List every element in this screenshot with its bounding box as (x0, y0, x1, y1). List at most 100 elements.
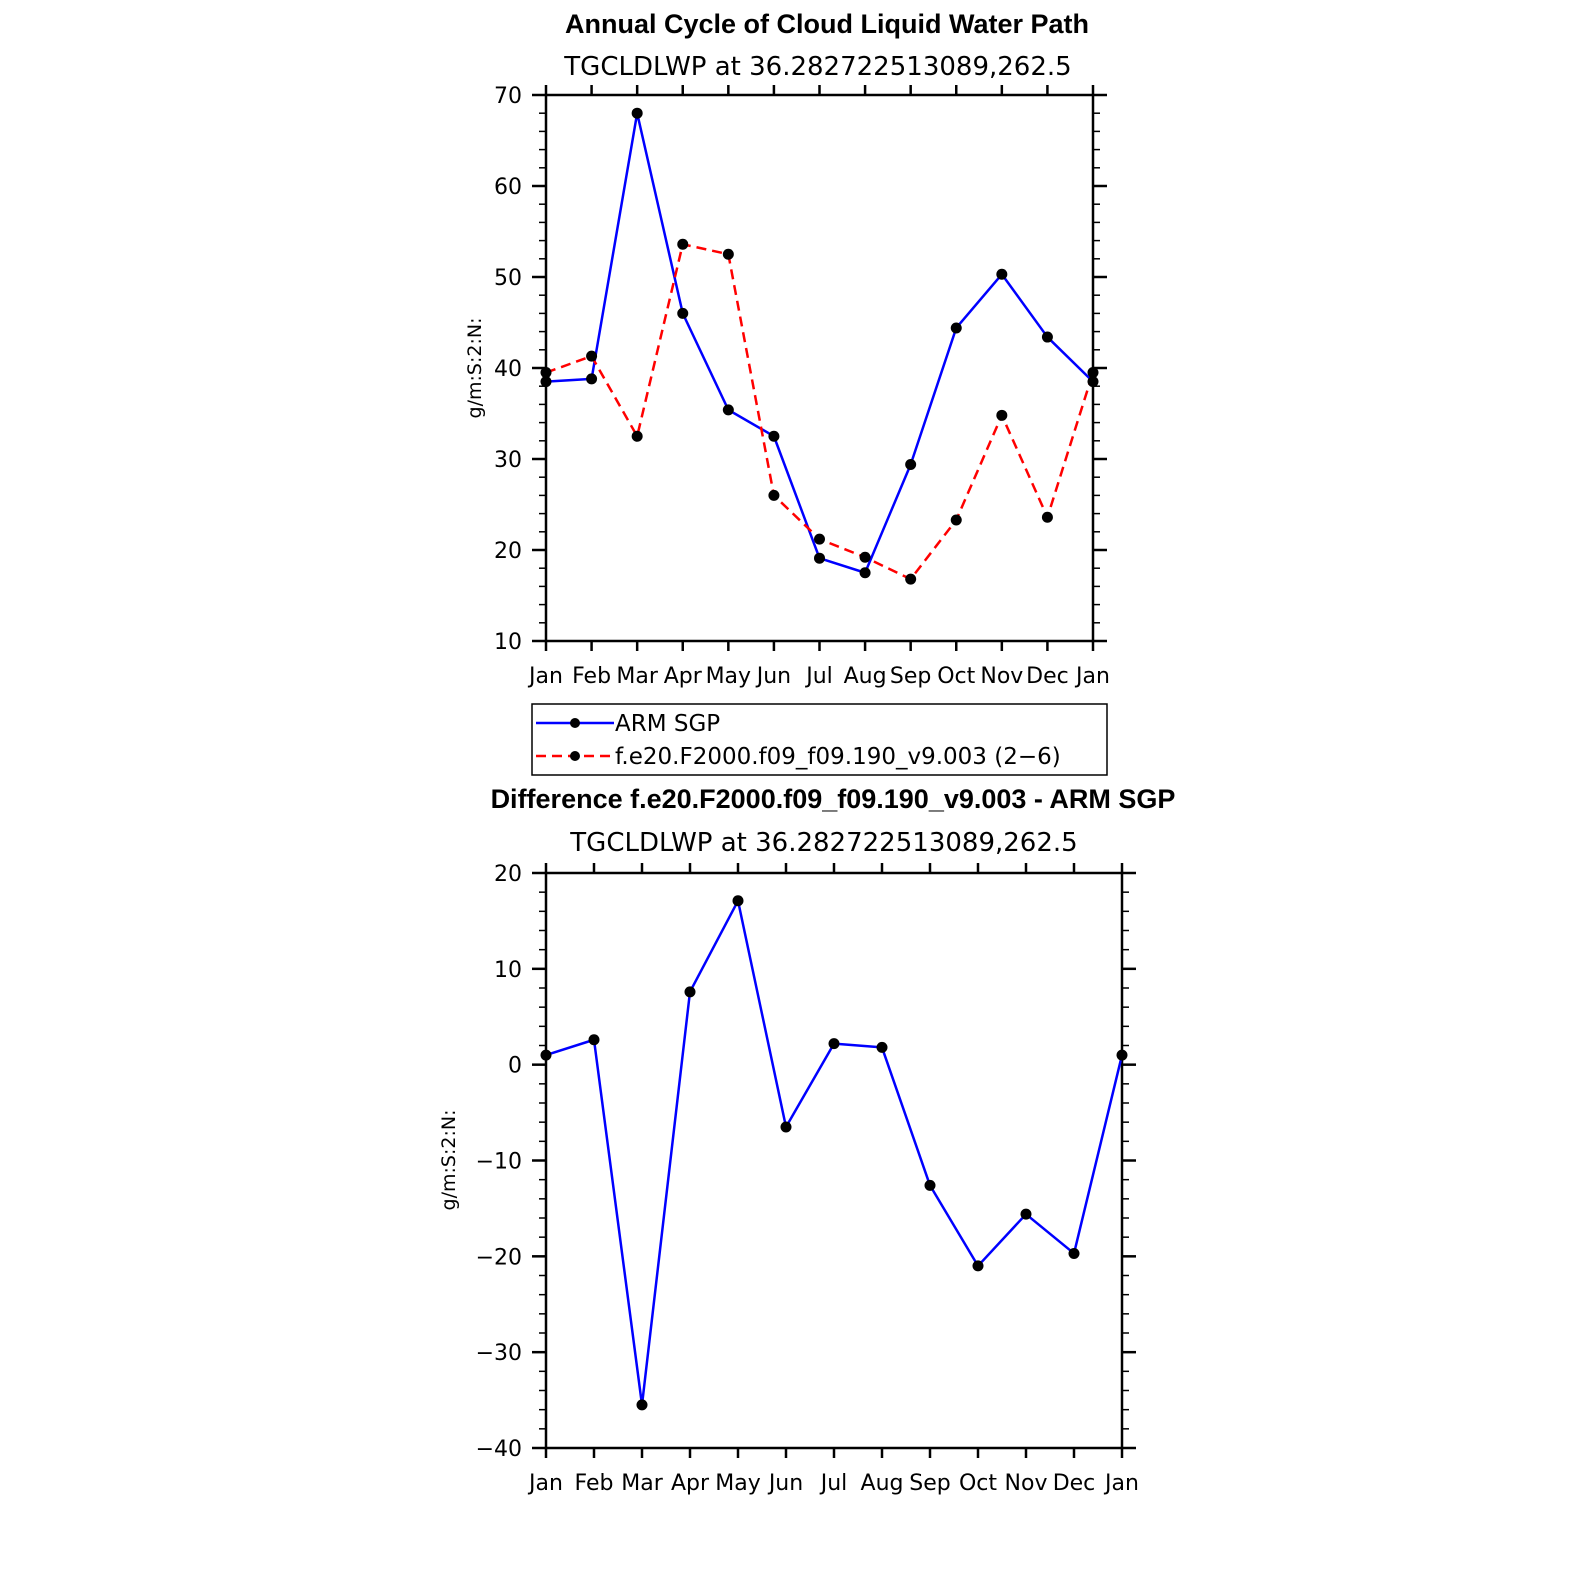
axis-ticks (532, 85, 1107, 651)
data-point (586, 350, 598, 362)
x-tick-label: Jul (819, 1471, 848, 1496)
x-tick-label: Oct (937, 664, 975, 689)
data-point (768, 430, 780, 442)
y-axis-label: g/m:S:2:N: (464, 318, 486, 419)
x-tick-label: Jun (755, 664, 791, 689)
data-point (722, 404, 734, 416)
y-tick-label: −20 (476, 1245, 522, 1270)
x-tick-label: Mar (616, 664, 658, 689)
x-tick-label: May (706, 664, 751, 689)
y-tick-label: 10 (494, 958, 522, 983)
data-point (859, 551, 871, 563)
x-tick-label: Dec (1053, 1471, 1096, 1496)
x-tick-labels: Jan Feb Mar Apr May Jun Jul Aug Sep Oct Nov Dec Jan (527, 1471, 1139, 1496)
y-axis-label: g/m:S:2:N: (438, 1110, 460, 1211)
legend-marker-model (570, 751, 580, 761)
data-point (950, 514, 962, 526)
x-tick-label: Nov (980, 664, 1023, 689)
y-tick-label: −10 (476, 1150, 522, 1175)
x-tick-label: Feb (572, 664, 611, 689)
data-point (828, 1038, 840, 1050)
data-point (1020, 1208, 1032, 1220)
x-tick-label: Aug (861, 1471, 904, 1496)
axis-ticks (532, 863, 1136, 1458)
data-point (876, 1041, 888, 1053)
x-tick-label: Jan (527, 664, 563, 689)
x-tick-label: Feb (575, 1471, 614, 1496)
x-tick-label: Apr (671, 1471, 710, 1496)
data-point (540, 367, 552, 379)
difference-panel: Difference f.e20.F2000.f09_f09.190_v9.00… (438, 784, 1175, 1496)
legend-label-arm-sgp: ARM SGP (615, 711, 720, 737)
y-tick-label: 0 (508, 1054, 522, 1079)
data-point (1041, 331, 1053, 343)
legend-marker-arm-sgp (570, 718, 580, 728)
x-tick-label: Nov (1005, 1471, 1048, 1496)
x-tick-label: Aug (844, 664, 887, 689)
data-point (631, 107, 643, 119)
y-tick-label: 60 (494, 175, 522, 200)
x-tick-label: Dec (1026, 664, 1069, 689)
data-point (1116, 1049, 1128, 1061)
y-tick-label: 50 (494, 266, 522, 291)
x-tick-label: Sep (890, 664, 931, 689)
data-point (677, 307, 689, 319)
x-tick-label: Jan (527, 1471, 563, 1496)
data-point (905, 573, 917, 585)
data-point (780, 1121, 792, 1133)
data-point (859, 567, 871, 579)
data-point (732, 895, 744, 907)
data-point (1041, 511, 1053, 523)
x-tick-label: Jul (804, 664, 833, 689)
x-tick-label: Mar (621, 1471, 663, 1496)
y-tick-label: 40 (494, 357, 522, 382)
data-point (768, 489, 780, 501)
x-tick-label: Jun (767, 1471, 803, 1496)
y-tick-label: −40 (476, 1437, 522, 1462)
data-point (677, 238, 689, 250)
data-point (924, 1179, 936, 1191)
legend-label-model: f.e20.F2000.f09_f09.190_v9.003 (2−6) (615, 744, 1061, 770)
data-point (540, 1049, 552, 1061)
y-tick-label: 20 (494, 862, 522, 887)
y-tick-label: 30 (494, 448, 522, 473)
data-point (588, 1034, 600, 1046)
data-point (814, 533, 825, 545)
annual-cycle-panel: Annual Cycle of Cloud Liquid Water Path … (464, 9, 1110, 689)
data-point (996, 268, 1008, 280)
series-line-1 (545, 242, 1095, 581)
data-point (684, 986, 696, 998)
data-point (1087, 376, 1099, 388)
chart-subtitle: TGCLDLWP at 36.282722513089,262.5 (569, 828, 1077, 858)
chart-title: Difference f.e20.F2000.f09_f09.190_v9.00… (491, 784, 1176, 814)
x-tick-label: Jan (1074, 664, 1110, 689)
chart-title: Annual Cycle of Cloud Liquid Water Path (565, 9, 1089, 39)
x-tick-label: Apr (664, 664, 703, 689)
y-tick-labels: 10 20 30 40 50 60 70 (494, 84, 522, 655)
series-line-0 (545, 899, 1124, 1407)
data-point (1068, 1247, 1080, 1259)
y-tick-label: 10 (494, 630, 522, 655)
data-point (996, 409, 1008, 421)
data-point (950, 322, 962, 334)
x-tick-label: May (715, 1471, 760, 1496)
series-group (540, 107, 1099, 585)
plot-frame (544, 871, 1124, 1450)
x-tick-label: Jan (1103, 1471, 1139, 1496)
series-line-0 (545, 111, 1094, 574)
data-point (905, 458, 917, 470)
y-tick-label: −30 (476, 1341, 522, 1366)
x-tick-labels: Jan Feb Mar Apr May Jun Jul Aug Sep Oct Nov Dec Jan (527, 664, 1110, 689)
data-point (540, 376, 552, 388)
y-tick-label: 20 (494, 539, 522, 564)
chart-subtitle: TGCLDLWP at 36.282722513089,262.5 (563, 52, 1071, 82)
data-point (972, 1260, 984, 1272)
series-group (540, 895, 1128, 1411)
y-tick-labels: −40 −30 −20 −10 0 10 20 (476, 862, 522, 1462)
data-point (586, 373, 598, 385)
data-point (631, 430, 643, 442)
data-point (1087, 367, 1099, 379)
y-tick-label: 70 (494, 84, 522, 109)
data-point (722, 248, 734, 260)
